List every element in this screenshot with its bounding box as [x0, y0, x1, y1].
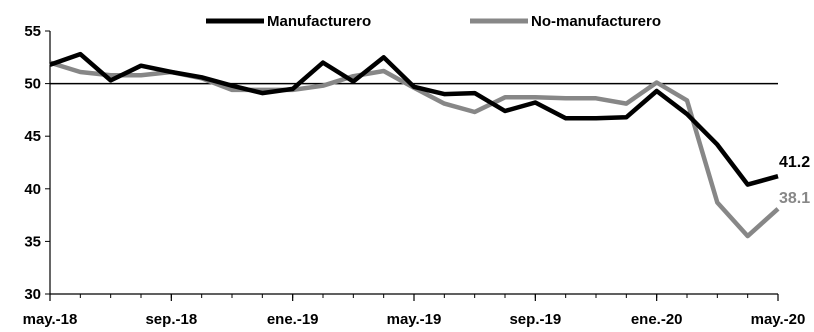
end-labels: 41.2 38.1 [779, 154, 810, 207]
legend-label-manufacturero: Manufacturero [267, 13, 371, 30]
y-tick-label: 45 [24, 128, 41, 145]
legend-label-no-manufacturero: No-manufacturero [531, 13, 661, 30]
x-tick-label: sep.-19 [509, 311, 561, 328]
series-line-manufacturero [49, 51, 779, 187]
end-label-no-manufacturero: 38.1 [779, 190, 810, 207]
legend: Manufacturero No-manufacturero [206, 13, 661, 30]
x-tick-label: sep.-18 [145, 311, 197, 328]
x-tick-label: may.-19 [387, 311, 442, 328]
y-tick-label: 30 [24, 286, 41, 303]
y-tick-label: 55 [24, 23, 41, 40]
y-tick-label: 35 [24, 233, 41, 250]
end-label-manufacturero: 41.2 [779, 154, 810, 171]
x-tick-label: may.-20 [751, 311, 806, 328]
axes: 30 35 40 45 50 55 may.-18 sep.-18 ene.-19 may.-19… [23, 23, 806, 328]
x-tick-label: ene.-19 [267, 311, 319, 328]
x-tick-label: ene.-20 [631, 311, 683, 328]
x-tick-label: may.-18 [23, 311, 78, 328]
series-layer [49, 51, 780, 239]
y-tick-label: 40 [24, 181, 41, 198]
y-tick-label: 50 [24, 76, 41, 93]
